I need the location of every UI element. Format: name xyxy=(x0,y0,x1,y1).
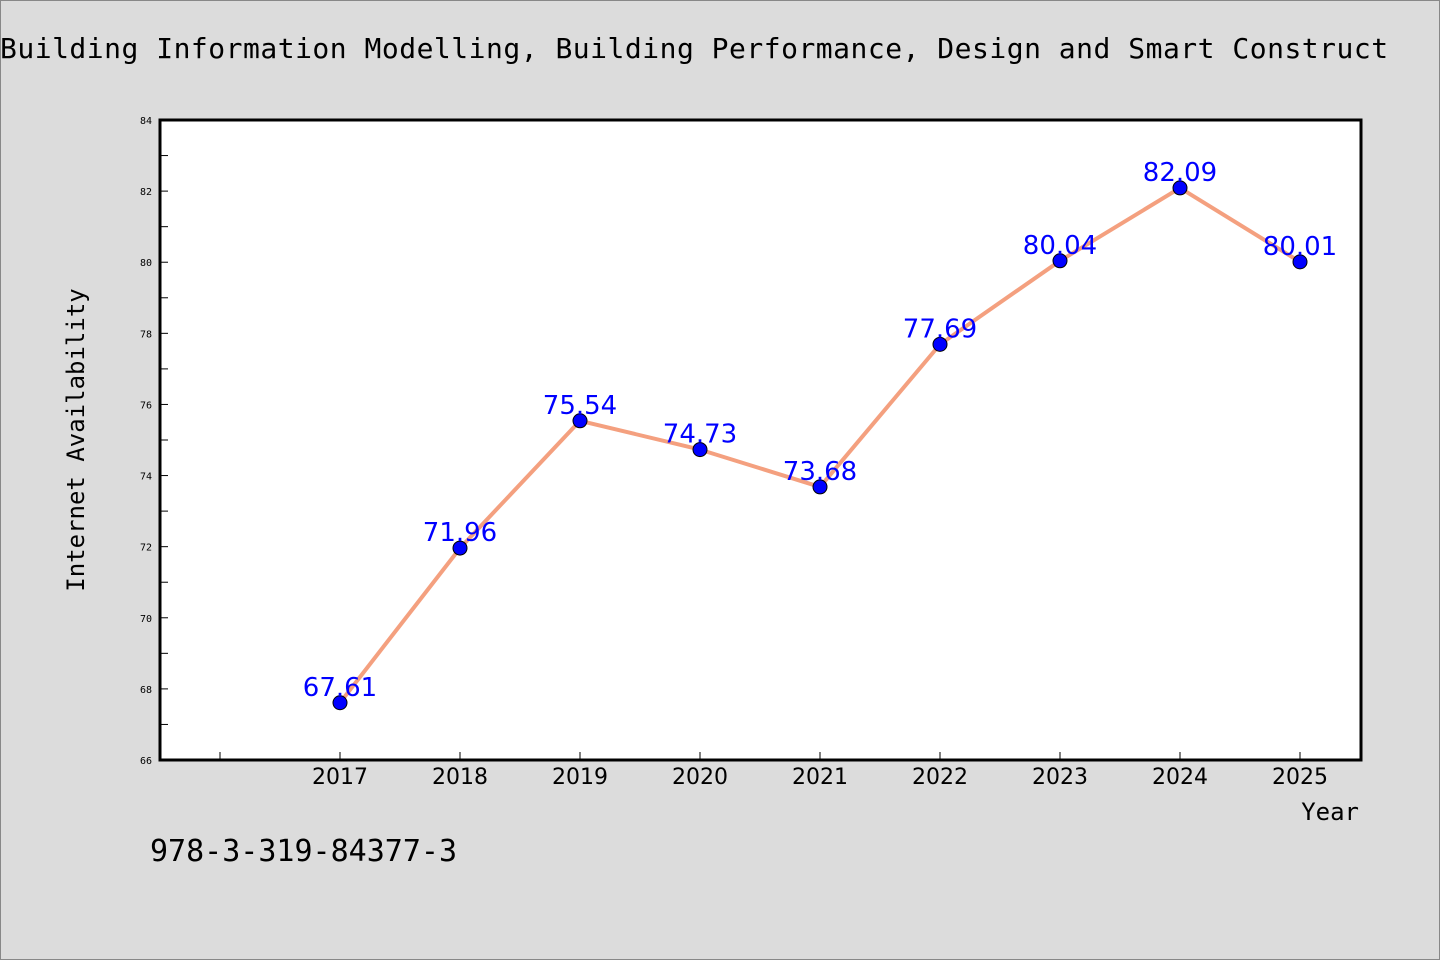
data-point xyxy=(692,442,708,458)
data-label: 71.96 xyxy=(423,518,497,548)
x-axis-label: Year xyxy=(1301,798,1359,826)
data-point xyxy=(932,336,948,352)
y-tick-label: 76 xyxy=(140,400,152,411)
data-point xyxy=(1052,253,1068,269)
y-tick-label: 72 xyxy=(140,543,152,554)
isbn-code: 978-3-319-84377-3 xyxy=(150,834,458,869)
x-tick-label: 2021 xyxy=(792,765,848,790)
y-axis: 66 68 70 72 74 76 78 80 82 84 xyxy=(140,116,168,767)
x-tick-label: 2018 xyxy=(432,765,488,790)
x-tick-label: 2017 xyxy=(312,765,368,790)
data-label-group: 67.61 71.96 75.54 74.73 73.68 77.69 80.04 82.09… xyxy=(303,158,1337,703)
y-tick-label: 78 xyxy=(140,329,152,340)
data-label: 73.68 xyxy=(783,457,857,487)
data-point xyxy=(452,540,468,556)
data-label: 67.61 xyxy=(303,673,377,703)
plot-area xyxy=(158,118,1363,762)
data-point xyxy=(1172,180,1188,196)
y-tick-label: 70 xyxy=(140,614,152,625)
y-tick-label: 68 xyxy=(140,685,152,696)
y-tick-label: 82 xyxy=(140,187,152,198)
data-point xyxy=(572,413,588,429)
data-label: 80.04 xyxy=(1023,231,1097,261)
data-label: 75.54 xyxy=(543,391,617,421)
data-label: 82.09 xyxy=(1143,158,1217,188)
data-point xyxy=(812,479,828,495)
x-tick-label: 2025 xyxy=(1272,765,1328,790)
marker-group xyxy=(332,180,1308,711)
y-axis-label: Internet Availability xyxy=(62,288,90,591)
x-tick-label: 2024 xyxy=(1152,765,1208,790)
x-tick-label: 2023 xyxy=(1032,765,1088,790)
y-tick-label: 80 xyxy=(140,258,152,269)
data-point xyxy=(332,695,348,711)
data-label: 74.73 xyxy=(663,420,737,450)
y-tick-label: 74 xyxy=(140,472,152,483)
y-tick-label: 66 xyxy=(140,756,152,767)
x-axis: 2017 2018 2019 2020 2021 2022 2023 2024 2025 xyxy=(219,752,1328,790)
data-label: 77.69 xyxy=(903,314,977,344)
x-tick-label: 2019 xyxy=(552,765,608,790)
y-tick-label: 84 xyxy=(140,116,152,127)
x-tick-label: 2020 xyxy=(672,765,728,790)
chart-title: Building Information Modelling, Building… xyxy=(0,32,1389,65)
data-point xyxy=(1292,254,1308,270)
x-tick-label: 2022 xyxy=(912,765,968,790)
data-label: 80.01 xyxy=(1263,232,1337,262)
